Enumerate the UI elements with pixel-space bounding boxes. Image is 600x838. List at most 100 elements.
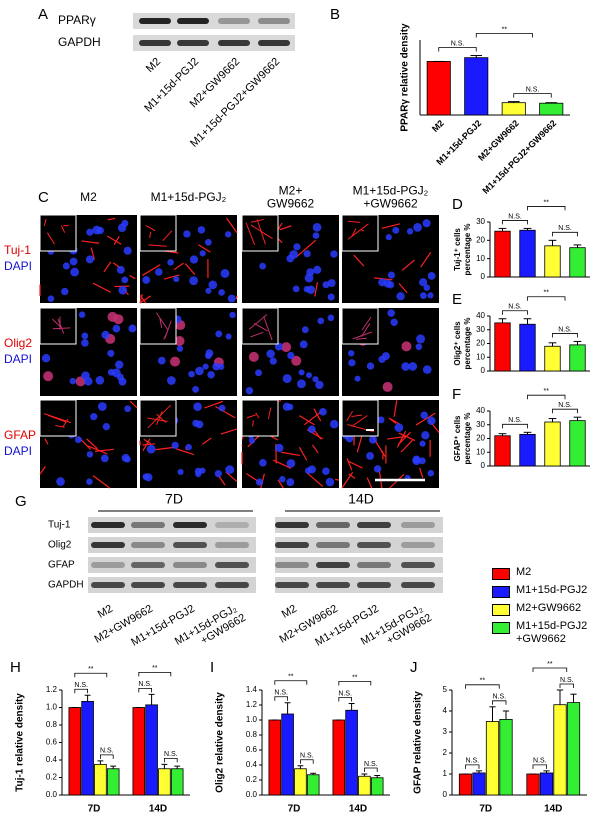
micrograph-row-label: GFAP xyxy=(4,428,36,442)
x-tick-label: 7D xyxy=(288,804,301,815)
blot-band xyxy=(401,582,435,588)
bar xyxy=(527,774,539,795)
nucleus xyxy=(203,363,209,369)
bar xyxy=(495,323,511,371)
nucleus xyxy=(113,325,121,333)
y-tick-label: 2 xyxy=(443,748,448,757)
nucleus xyxy=(416,334,425,343)
significance-bracket xyxy=(75,689,88,693)
nucleus xyxy=(255,369,262,376)
bar xyxy=(545,346,561,371)
y-axis-label: Tuj-1⁺ cells xyxy=(453,228,462,271)
nucleus xyxy=(219,405,226,412)
nucleus xyxy=(172,442,179,449)
nucleus xyxy=(56,477,65,486)
significance-bracket xyxy=(164,758,177,762)
nucleus xyxy=(300,340,308,348)
cell-process xyxy=(236,296,237,299)
bar xyxy=(159,769,171,795)
y-tick-label: 1.2 xyxy=(246,700,258,709)
nucleus xyxy=(212,363,220,371)
significance-label: N.S. xyxy=(338,690,352,697)
y-axis-label: Tuj-1 relative density xyxy=(15,693,26,792)
significance-label: N.S. xyxy=(533,758,547,765)
bar xyxy=(107,769,119,795)
nucleus xyxy=(416,343,423,350)
significance-label: ** xyxy=(152,665,158,672)
blot-band xyxy=(218,18,250,24)
bar xyxy=(346,710,358,795)
nucleus xyxy=(226,333,232,339)
nucleus xyxy=(427,417,435,425)
blot-band xyxy=(91,582,125,588)
nucleus xyxy=(218,289,225,296)
nucleus xyxy=(330,420,339,429)
error-bar xyxy=(349,704,355,711)
nucleus xyxy=(304,250,311,257)
nucleus xyxy=(118,224,126,232)
blot-band xyxy=(215,562,249,568)
blot-band xyxy=(131,522,165,528)
legend-label: M1+15d-PGJ2 xyxy=(516,584,596,597)
error-bar xyxy=(297,766,303,769)
significance-bracket xyxy=(275,681,307,685)
nucleus xyxy=(408,362,417,371)
bar xyxy=(545,246,561,277)
blot-lane-label: M2 xyxy=(96,603,115,621)
nucleus xyxy=(81,333,88,340)
panel-label: C xyxy=(38,189,49,206)
nucleus xyxy=(147,445,156,454)
y-tick-label: 0.6 xyxy=(246,745,258,754)
blot-band xyxy=(275,522,309,528)
nucleus xyxy=(387,309,395,317)
nucleus xyxy=(103,423,110,430)
legend-swatch xyxy=(492,604,510,616)
x-tick-label: M2 xyxy=(430,118,446,134)
nucleus xyxy=(221,269,230,278)
nucleus xyxy=(107,350,114,357)
panel-label: A xyxy=(38,6,48,23)
blot-band xyxy=(139,40,171,46)
significance-label: N.S. xyxy=(74,682,88,689)
micrograph-row-label: Tuj-1 xyxy=(4,243,31,257)
nucleus xyxy=(313,266,321,274)
legend-swatch xyxy=(492,586,510,598)
nucleus xyxy=(259,263,266,270)
y-axis-label: PPARγ relative density xyxy=(400,23,411,132)
blot-band xyxy=(177,18,209,24)
panel-label: E xyxy=(452,291,462,308)
x-tick-label: 7D xyxy=(88,804,101,815)
micrograph-column-label: M2+ xyxy=(279,184,303,198)
blot-row-label: Tuj-1 xyxy=(48,520,71,531)
nucleus xyxy=(395,423,404,432)
nucleus xyxy=(42,354,50,362)
significance-label: N.S. xyxy=(100,748,114,755)
nucleus xyxy=(317,318,324,325)
nucleus xyxy=(246,387,253,394)
blot-band xyxy=(275,582,309,588)
bar xyxy=(146,705,158,795)
y-tick-label: 1.4 xyxy=(246,685,258,694)
blot-row-label: Olig2 xyxy=(48,540,72,551)
nucleus xyxy=(287,459,296,468)
nucleus xyxy=(193,402,202,411)
micrograph-column-label: M1+15d-PGJ₂ xyxy=(151,190,227,204)
nucleus xyxy=(355,376,361,382)
y-tick-label: 0.4 xyxy=(46,755,58,764)
cell-body xyxy=(401,341,411,351)
y-axis-label: Olig2 relative density xyxy=(215,692,226,793)
nucleus xyxy=(421,431,429,439)
nucleus xyxy=(259,459,267,467)
nucleus xyxy=(144,473,152,481)
cell-body xyxy=(43,371,53,381)
y-tick-label: 0 xyxy=(481,461,486,470)
legend-item: M1+15d-PGJ2 +GW9662 xyxy=(492,620,597,646)
nucleus xyxy=(48,295,55,302)
nucleus xyxy=(386,234,392,240)
error-bar xyxy=(503,711,509,719)
significance-label: N.S. xyxy=(508,213,522,220)
error-bar xyxy=(285,703,291,714)
y-tick-label: 3 xyxy=(443,727,448,736)
significance-bracket xyxy=(553,333,578,337)
micrograph-column-label: +GW9662 xyxy=(363,197,418,211)
